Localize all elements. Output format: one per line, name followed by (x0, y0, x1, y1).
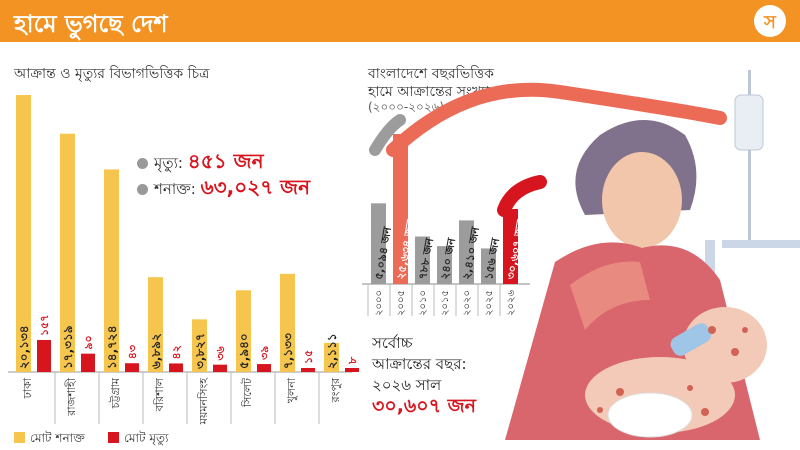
arc-2026 (497, 175, 547, 217)
cases-label: শনাক্ত: (154, 180, 196, 198)
legend-swatch-deaths (108, 432, 119, 443)
logo-text: স (764, 12, 776, 33)
page-title: হামে ভুগছে দেশ (14, 10, 168, 38)
bar-deaths (125, 363, 139, 372)
bar-cases (236, 290, 251, 372)
year-bar-label: ২৪০ জন (438, 237, 458, 281)
category-label: ময়মনসিংহ (197, 377, 210, 425)
bar-cases-label: ৭,১৩৩ (281, 333, 295, 369)
bar-deaths (345, 368, 359, 372)
bar-deaths (301, 368, 315, 372)
arc-2005 (386, 82, 727, 157)
bar-cases-label: ১৭,৩১৯ (61, 325, 75, 369)
bar-deaths-label: ১৫৭ (38, 315, 51, 336)
bar-deaths-label: ৪৩ (126, 345, 139, 359)
arc-2000 (369, 114, 406, 156)
bar-cases (16, 95, 31, 372)
year-tick-label: ২০১৫ (440, 290, 451, 316)
category-label: সিলেট (241, 377, 254, 408)
bar-deaths-label: ৮ (346, 356, 359, 365)
year-tick-label: ২০২০ (462, 290, 473, 316)
highlight-line1: সর্বোচ্চ (372, 334, 413, 352)
year-bar (503, 209, 518, 284)
bar-cases (60, 133, 75, 372)
bar-deaths-label: ১৫ (302, 350, 315, 364)
bullet-dot-icon (137, 184, 148, 195)
division-bar-chart: ২০,১৩৪ ১৫৭ ঢাকা ১৭,৩১৯ ৯০ রাজশাহী ১৪,৭২৪ ৪৩ চট্ট… (8, 95, 359, 425)
year-tick-label: ২০২৬ (506, 290, 517, 317)
right-chart-title-line2: হামে আক্রান্তের সংখ্যা (368, 84, 490, 100)
deaths-label: মৃত্যু: (154, 154, 183, 172)
year-bar (371, 203, 386, 284)
bed-rail (722, 240, 800, 248)
bullet-dot-icon (137, 158, 148, 169)
category-label: ঢাকা (21, 377, 34, 399)
bar-deaths (37, 340, 51, 372)
bar-cases-label: ৩,৮২৭ (193, 333, 207, 369)
year-bar (437, 246, 452, 284)
bar-cases (324, 342, 339, 372)
iv-stand (748, 70, 751, 240)
year-bar (459, 220, 474, 284)
left-chart-title: আক্রান্ত ও মৃত্যুর বিভাগভিত্তিক চিত্র (14, 66, 210, 82)
category-label: চট্টগ্রাম (109, 377, 122, 409)
bar-deaths (213, 364, 227, 372)
rash-spots (597, 326, 748, 416)
category-label: বরিশাল (153, 377, 166, 412)
highlight-value: ৩০,৬০৭ জন (372, 395, 476, 417)
legend-deaths-label: মোট মৃত্যু (124, 431, 169, 445)
bar-cases (104, 169, 119, 372)
year-tick-label: ২০০৫ (396, 290, 407, 316)
right-chart-range: (২০০০-২০২৬) (368, 100, 445, 114)
legend-swatch-cases (14, 432, 25, 443)
highlight-box: সর্বোচ্চ আক্রান্তের বছর: ২০২৬ সাল ৩০,৬০৭… (372, 333, 476, 417)
scarf (570, 261, 650, 330)
highlight-year: ২০২৬ সাল (372, 376, 442, 394)
bar-cases (192, 319, 207, 372)
year-tick-label: ২০১০ (418, 290, 429, 316)
deaths-value: ৪৫১ জন (187, 149, 264, 173)
bar-cases-label: ১৪,৭২৪ (105, 325, 119, 369)
bar-cases-label: ৫,৯৪০ (237, 333, 251, 369)
bar-cases-label: ২,১১১ (325, 333, 339, 369)
header-bar: হামে ভুগছে দেশ স (0, 0, 800, 42)
mother-face (602, 152, 682, 248)
bar-cases (148, 277, 163, 372)
category-label: রংপুর (329, 377, 342, 403)
bar-cases (280, 273, 295, 372)
category-label: রাজশাহী (65, 377, 78, 417)
year-bar-label: ১৫৬ জন (482, 237, 502, 281)
category-label: খুলনা (285, 377, 298, 403)
year-tick-label: ২০২৫ (484, 290, 495, 316)
legend-cases-label: মোট শনাক্ত (30, 431, 85, 445)
bar-cases-label: ৬,৮৯২ (149, 333, 163, 369)
bar-deaths (257, 364, 271, 372)
illustration-mother-child (505, 70, 800, 440)
cases-note: শনাক্ত: ৬৩,০২৭ জন (137, 173, 310, 206)
year-bar (415, 236, 430, 284)
bar-deaths-label: ৪২ (170, 345, 183, 359)
bar-deaths (169, 363, 183, 372)
legend-cases: মোট শনাক্ত (14, 430, 85, 450)
bar-cases-label: ২০,১৩৪ (17, 325, 31, 369)
bar-deaths-label: ৩৬ (214, 346, 227, 361)
logo-icon: স (754, 5, 786, 37)
right-chart-title-line1: বাংলাদেশে বছরভিত্তিক (368, 66, 494, 82)
year-tick-label: ২০০০ (374, 290, 385, 316)
diaper (607, 392, 693, 438)
year-bar (393, 134, 408, 284)
bar-deaths (81, 353, 95, 372)
feeding-bottle (670, 323, 712, 356)
highlight-line2: আক্রান্তের বছর: (372, 355, 467, 373)
year-bar (481, 248, 496, 284)
iv-bag (734, 94, 764, 151)
bar-deaths-label: ৩৯ (258, 346, 271, 360)
legend-deaths: মোট মৃত্যু (108, 430, 169, 450)
cases-value: ৬৩,০২৭ জন (200, 175, 311, 199)
bar-deaths-label: ৯০ (82, 335, 95, 349)
deaths-note: মৃত্যু: ৪৫১ জন (137, 147, 264, 180)
